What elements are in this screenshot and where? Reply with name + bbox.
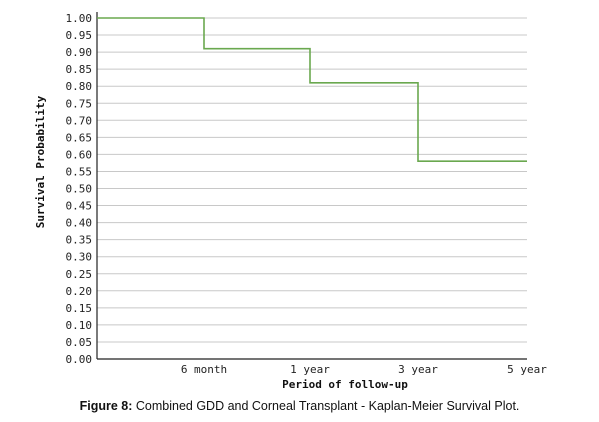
series <box>97 17 527 163</box>
y-tick-label: 0.55 <box>66 165 93 178</box>
y-tick-label: 0.85 <box>66 63 93 76</box>
y-tick-label: 0.05 <box>66 336 93 349</box>
figure-caption: Figure 8: Combined GDD and Corneal Trans… <box>0 399 599 413</box>
y-tick-label: 0.45 <box>66 200 93 213</box>
y-tick-label: 0.00 <box>66 353 93 366</box>
axes <box>96 12 527 360</box>
y-tick-label: 0.20 <box>66 285 93 298</box>
x-tick-label: 1 year <box>290 363 330 376</box>
y-tick-label: 0.40 <box>66 217 93 230</box>
y-tick-label: 0.80 <box>66 80 93 93</box>
gridlines <box>97 17 527 343</box>
tick-labels: 1.00 0.95 0.90 0.85 0.80 0.75 0.70 0.65 0.60 0.55… <box>66 12 548 376</box>
y-tick-label: 0.65 <box>66 131 93 144</box>
x-axis-title: Period of follow-up <box>282 378 408 391</box>
y-tick-label: 0.10 <box>66 319 93 332</box>
x-tick-label: 3 year <box>398 363 438 376</box>
y-tick-label: 0.30 <box>66 251 93 264</box>
caption-text: Combined GDD and Corneal Transplant - Ka… <box>132 399 520 413</box>
y-tick-label: 0.95 <box>66 29 93 42</box>
y-tick-label: 0.60 <box>66 148 93 161</box>
x-tick-label: 6 month <box>181 363 227 376</box>
y-tick-label: 0.25 <box>66 268 93 281</box>
y-tick-label: 0.70 <box>66 114 93 127</box>
x-tick-label: 5 year <box>507 363 547 376</box>
survival-curve <box>97 17 527 163</box>
y-tick-label: 0.35 <box>66 234 93 247</box>
y-tick-label: 0.75 <box>66 97 93 110</box>
y-tick-label: 0.90 <box>66 46 93 59</box>
y-tick-label: 0.50 <box>66 183 93 196</box>
caption-label: Figure 8: <box>79 399 133 413</box>
y-tick-label: 1.00 <box>66 12 93 25</box>
y-tick-label: 0.15 <box>66 302 93 315</box>
y-axis-title: Survival Probability <box>34 95 47 228</box>
